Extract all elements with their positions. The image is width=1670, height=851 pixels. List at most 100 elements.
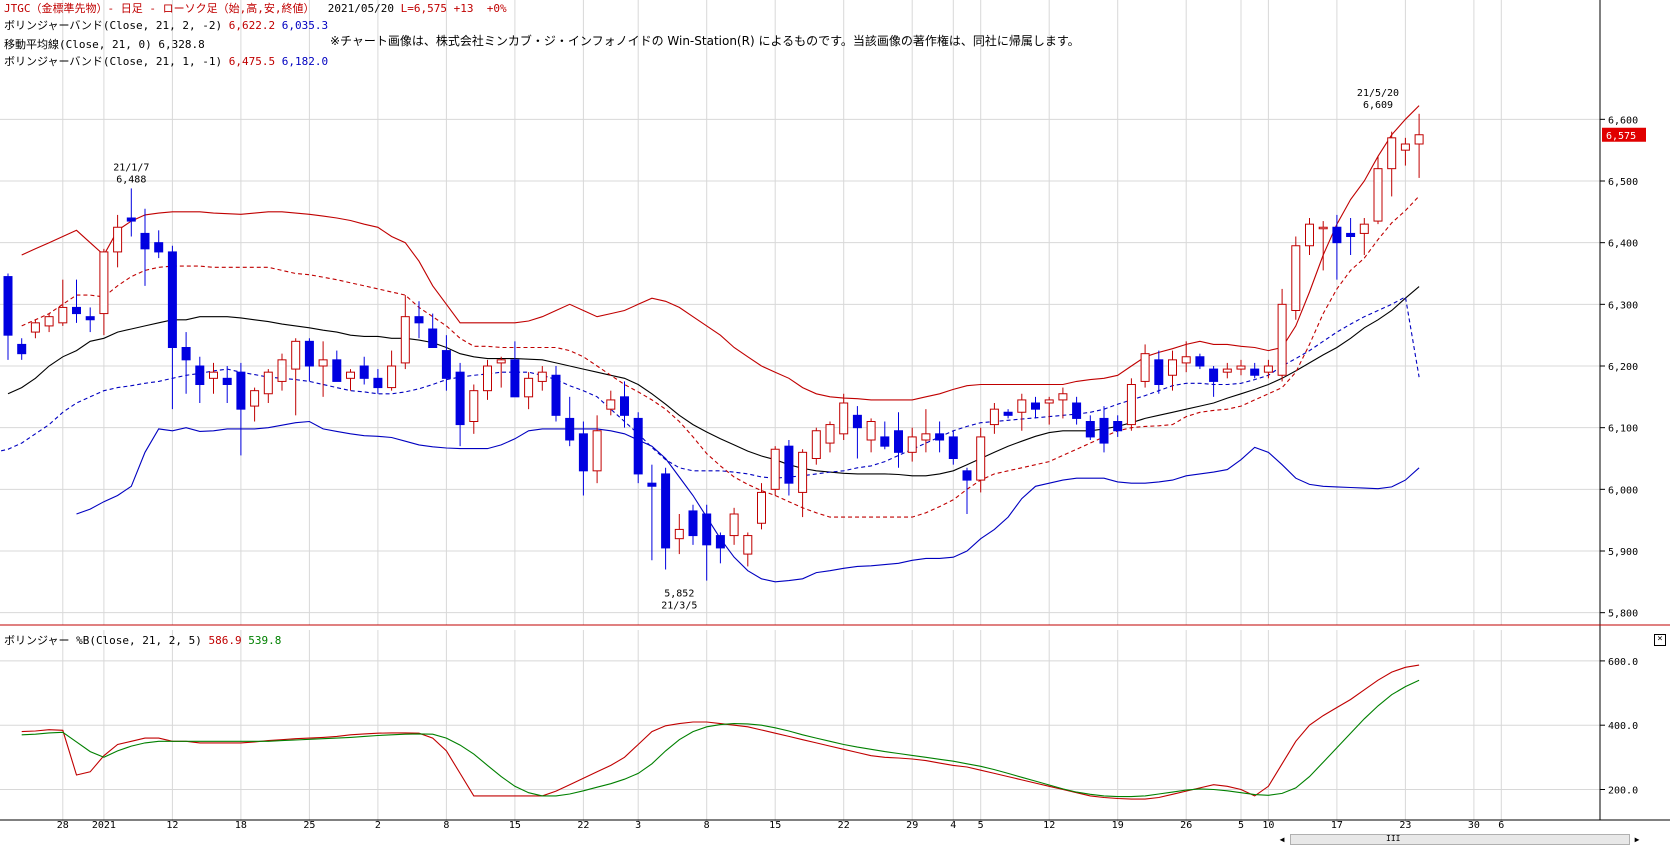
x-tick-label: 6 xyxy=(1498,820,1504,831)
candle-body xyxy=(455,371,465,426)
candle-body xyxy=(866,421,876,441)
candle-body xyxy=(181,347,191,361)
candle-body xyxy=(1154,359,1164,386)
candle-body xyxy=(661,473,671,549)
sub-y-tick-label: 200.0 xyxy=(1608,785,1638,796)
candle-body xyxy=(30,322,40,333)
y-tick-label: 6,400 xyxy=(1608,239,1638,250)
candle-body xyxy=(1168,359,1177,376)
candle-body xyxy=(510,359,520,398)
candle-body xyxy=(44,316,54,327)
x-tick-label: 4 xyxy=(950,820,956,831)
candle-body xyxy=(250,390,260,407)
pctb-label: ボリンジャー %B(Close, 21, 2, 5) xyxy=(4,634,202,647)
y-tick-label: 6,200 xyxy=(1608,362,1638,373)
x-tick-label: 19 xyxy=(1112,820,1124,831)
candle-body xyxy=(592,430,602,472)
pctb-pctb_fast xyxy=(21,664,1420,800)
candle-body xyxy=(1414,134,1424,145)
candle-body xyxy=(1209,368,1219,382)
candle-body xyxy=(1400,143,1410,151)
scrollbar-grip[interactable]: III xyxy=(1386,834,1401,843)
y-tick-label: 5,800 xyxy=(1608,609,1638,620)
candle-body xyxy=(387,365,397,389)
x-tick-label: 5 xyxy=(1238,820,1244,831)
bb2-lower-value: 6,035.3 xyxy=(281,19,329,32)
candle-body xyxy=(1085,421,1095,438)
close-subchart-button[interactable]: × xyxy=(1654,634,1666,646)
annotation-value: 5,852 xyxy=(664,589,694,600)
header-pct: +0% xyxy=(486,2,507,15)
sub-header: ボリンジャー %B(Close, 21, 2, 5) 586.9 539.8 xyxy=(4,634,281,648)
candle-body xyxy=(1373,168,1383,222)
candle-body xyxy=(304,340,314,367)
main-plot-area xyxy=(0,60,1600,625)
candle-body xyxy=(1017,399,1027,413)
header-line-4: ボリンジャーバンド(Close, 21, 1, -1) 6,475.5 6,18… xyxy=(4,55,328,69)
candle-body xyxy=(825,424,835,444)
scroll-left-icon[interactable]: ◀ xyxy=(1279,835,1285,844)
candle-body xyxy=(400,316,410,364)
candle-body xyxy=(674,528,684,540)
candle-body xyxy=(99,251,109,315)
candle-body xyxy=(222,377,232,386)
candle-body xyxy=(880,436,890,447)
candle-body xyxy=(1387,137,1397,170)
candle-body xyxy=(291,340,301,370)
scroll-right-icon[interactable]: ▶ xyxy=(1634,835,1640,844)
y-tick-label: 6,500 xyxy=(1608,177,1638,188)
x-tick-label: 15 xyxy=(769,820,781,831)
x-tick-label: 22 xyxy=(838,820,850,831)
candle-body xyxy=(1291,245,1301,311)
candle-body xyxy=(318,359,328,367)
candle-body xyxy=(1113,421,1123,432)
bb2-upper-value: 6,622.2 xyxy=(228,19,276,32)
ma-label: 移動平均線(Close, 21, 0) xyxy=(4,38,152,51)
candle-body xyxy=(702,513,712,546)
x-tick-label: 15 xyxy=(509,820,521,831)
pctb-slow-value: 539.8 xyxy=(248,634,282,647)
candle-body xyxy=(1058,393,1068,401)
copyright-notice: ※チャート画像は、株式会社ミンカブ・ジ・インフォノイドの Win-Station… xyxy=(330,34,1080,48)
candle-body xyxy=(167,251,177,349)
x-tick-label: 28 xyxy=(57,820,69,831)
x-tick-label: 26 xyxy=(1180,820,1192,831)
ma-value: 6,328.8 xyxy=(158,38,205,51)
horizontal-scrollbar[interactable]: III xyxy=(1290,834,1630,845)
x-tick-label: 17 xyxy=(1331,820,1343,831)
candle-body xyxy=(647,482,657,487)
candle-body xyxy=(1044,399,1054,404)
annotation-value: 6,488 xyxy=(116,174,146,185)
candle-body xyxy=(1332,226,1342,244)
candle-body xyxy=(578,433,588,472)
x-tick-label: 10 xyxy=(1262,820,1274,831)
x-tick-label: 12 xyxy=(166,820,178,831)
candle-body xyxy=(715,535,725,549)
pctb-fast-value: 586.9 xyxy=(208,634,242,647)
candle-body xyxy=(852,414,862,429)
candle-body xyxy=(428,328,438,348)
candle-body xyxy=(907,436,917,453)
candle-body xyxy=(935,433,945,441)
y-tick-label: 5,900 xyxy=(1608,547,1638,558)
candle-body xyxy=(1359,223,1369,234)
x-tick-label: 22 xyxy=(577,820,589,831)
candle-body xyxy=(496,359,506,364)
sub-y-tick-label: 400.0 xyxy=(1608,721,1638,732)
candle-body xyxy=(154,242,164,253)
y-tick-label: 6,000 xyxy=(1608,485,1638,496)
candle-body xyxy=(1236,365,1246,370)
candle-body xyxy=(483,365,492,392)
header-line-3: 移動平均線(Close, 21, 0) 6,328.8 xyxy=(4,38,205,52)
x-tick-label: 18 xyxy=(235,820,247,831)
x-tick-label: 8 xyxy=(704,820,710,831)
series-band1_upper xyxy=(21,195,1420,518)
candle-body xyxy=(1126,384,1136,426)
candle-body xyxy=(620,396,629,416)
sub-y-tick-label: 600.0 xyxy=(1608,657,1638,668)
candle-body xyxy=(633,417,643,475)
candle-body xyxy=(1222,368,1232,373)
candle-body xyxy=(565,417,575,441)
bb1-upper-value: 6,475.5 xyxy=(228,55,276,68)
